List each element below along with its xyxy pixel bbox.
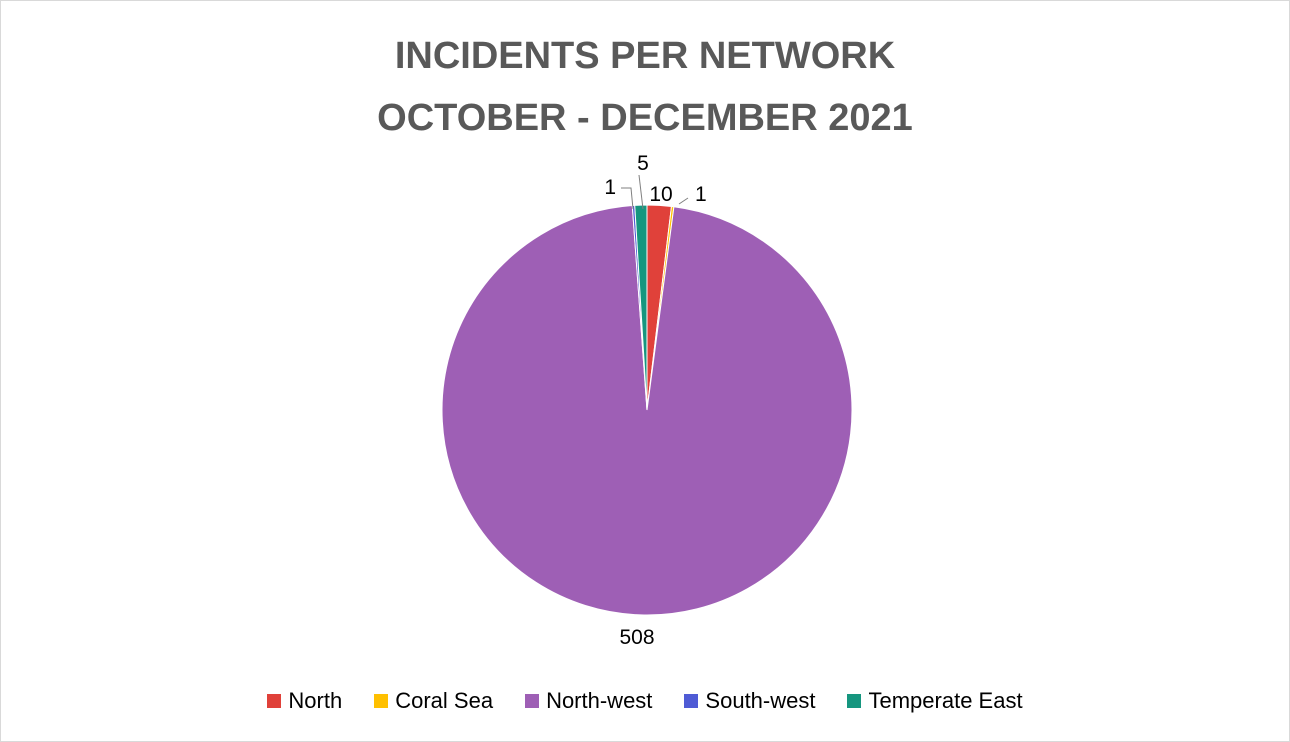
- legend-label-coral-sea: Coral Sea: [395, 688, 494, 713]
- chart-title: INCIDENTS PER NETWORK: [394, 35, 896, 77]
- data-label-coral-sea: 1: [695, 183, 707, 206]
- leader-line-coral-sea: [678, 197, 689, 205]
- legend-item-temperate-east: Temperate East: [847, 688, 1023, 714]
- legend-item-coral-sea: Coral Sea: [374, 688, 493, 714]
- legend-item-north-west: North-west: [525, 688, 652, 714]
- legend-label-south-west: South-west: [705, 688, 816, 713]
- leader-line-south-west: [621, 187, 634, 210]
- data-label-temperate-east: 5: [637, 152, 649, 175]
- chart-legend: North Coral Sea North-west South-west Temper…: [0, 688, 1290, 714]
- data-label-south-west: 1: [604, 176, 616, 199]
- legend-swatch-coral-sea: [374, 694, 389, 708]
- legend-swatch-temperate-east: [847, 694, 862, 708]
- legend-label-north: North: [288, 688, 343, 713]
- legend-label-north-west: North-west: [546, 688, 653, 713]
- legend-item-north: North: [267, 688, 342, 714]
- chart-subtitle: OCTOBER - DECEMBER 2021: [377, 97, 913, 139]
- data-label-north-west: 508: [619, 626, 654, 649]
- legend-swatch-north-west: [525, 694, 540, 708]
- data-label-north: 10: [649, 183, 672, 206]
- legend-swatch-south-west: [684, 694, 699, 708]
- legend-swatch-north: [267, 694, 282, 708]
- pie-slice-temperate-east: [634, 204, 648, 411]
- leader-line-temperate-east: [638, 174, 644, 210]
- legend-label-temperate-east: Temperate East: [868, 688, 1023, 713]
- pie-slice-north-west: [441, 204, 853, 616]
- legend-item-south-west: South-west: [684, 688, 815, 714]
